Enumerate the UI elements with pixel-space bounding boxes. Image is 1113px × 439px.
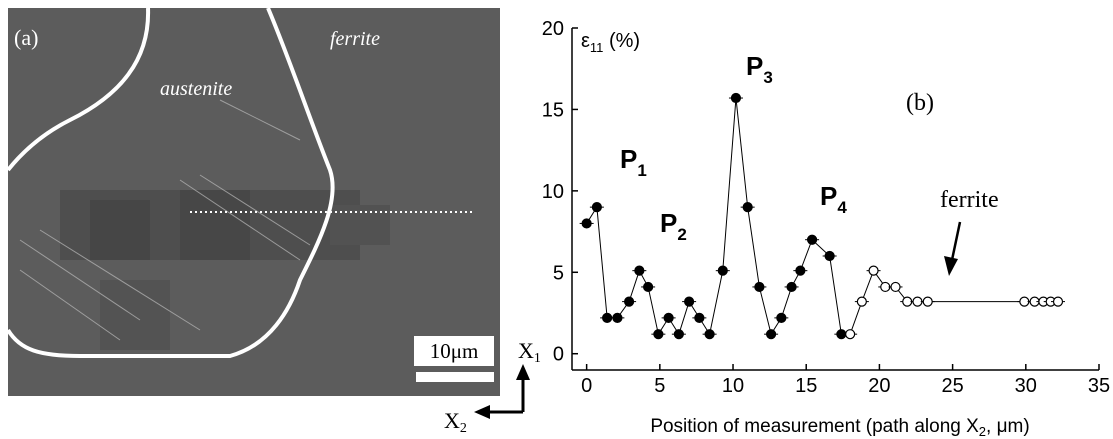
data-point xyxy=(684,296,695,307)
arrow-label: ferrite xyxy=(940,187,999,213)
micrograph: (a) austenite ferrite 10μm xyxy=(6,7,500,396)
data-point xyxy=(776,312,787,323)
data-point xyxy=(806,234,818,245)
peak-index: 4 xyxy=(837,198,847,217)
scale-bar xyxy=(416,372,494,382)
data-point xyxy=(795,265,806,276)
data-point xyxy=(786,281,797,293)
phase-boundary xyxy=(6,7,335,358)
slip-lines xyxy=(19,99,311,341)
x-tick-label: 20 xyxy=(868,375,890,397)
data-point xyxy=(591,202,602,213)
phase-label: austenite xyxy=(160,78,232,100)
data-point xyxy=(673,329,684,340)
x-tick-label: 5 xyxy=(654,375,665,397)
x-tick-label: 30 xyxy=(1015,375,1037,397)
axis-1-label: X1 xyxy=(518,338,541,366)
data-point xyxy=(612,312,623,323)
series-line xyxy=(586,97,842,336)
data-point xyxy=(663,312,674,323)
arrow-head xyxy=(944,256,958,276)
panel-label: (a) xyxy=(14,25,38,50)
x-tick-label: 15 xyxy=(795,375,817,397)
y-tick-label: 5 xyxy=(553,262,564,284)
data-point xyxy=(922,296,933,307)
peak-letter: P xyxy=(660,208,677,238)
data-point xyxy=(694,312,705,323)
peak-letter: P xyxy=(746,51,763,81)
data-point xyxy=(902,296,913,307)
data-point xyxy=(1052,296,1064,307)
peak-index: 3 xyxy=(763,68,772,87)
peak-label: P2 xyxy=(660,208,687,244)
data-point xyxy=(730,92,742,104)
axis-2-label: X2 xyxy=(444,408,467,436)
peak-label: P3 xyxy=(746,51,773,87)
panel-label: (b) xyxy=(906,90,934,116)
data-point xyxy=(912,296,923,307)
data-point xyxy=(742,202,753,213)
data-point xyxy=(890,281,901,293)
data-point xyxy=(653,329,664,340)
scale-label-box xyxy=(414,336,494,366)
data-point xyxy=(880,281,891,293)
texture xyxy=(100,280,170,350)
data-point xyxy=(856,296,867,307)
data-point xyxy=(754,281,765,293)
data-point xyxy=(824,250,835,262)
peak-label: P4 xyxy=(820,181,847,217)
y-axis-title: ε11 (%) xyxy=(581,30,640,55)
scale-label: 10μm xyxy=(430,339,479,363)
peak-letter: P xyxy=(620,144,637,174)
y-tick-label: 10 xyxy=(542,181,564,203)
peak-index: 2 xyxy=(677,225,686,244)
data-point xyxy=(643,281,654,293)
x-tick-label: 10 xyxy=(722,375,744,397)
peak-letter: P xyxy=(820,181,837,211)
data-point xyxy=(602,312,613,323)
y-tick-label: 0 xyxy=(553,344,564,366)
data-point xyxy=(717,265,728,276)
arrow xyxy=(950,221,962,261)
x-tick-label: 25 xyxy=(941,375,963,397)
peak-index: 1 xyxy=(637,161,646,180)
data-point xyxy=(1019,296,1030,307)
x-tick-label: 0 xyxy=(581,375,592,397)
peak-label: P1 xyxy=(620,144,647,180)
data-point xyxy=(704,329,715,340)
x-tick-label: 35 xyxy=(1088,375,1110,397)
data-point xyxy=(581,218,592,229)
phase-label: ferrite xyxy=(330,28,380,50)
y-tick-label: 20 xyxy=(542,18,564,40)
orientation-axes xyxy=(474,364,530,419)
data-point xyxy=(634,265,645,276)
y-tick-label: 15 xyxy=(542,99,564,121)
data-point xyxy=(765,329,777,340)
texture xyxy=(180,190,250,260)
data-point xyxy=(623,296,635,307)
x-axis-title: Position of measurement (path along X2, … xyxy=(650,416,1029,439)
data-point xyxy=(868,265,879,276)
texture xyxy=(90,200,150,260)
data-point xyxy=(845,329,856,340)
